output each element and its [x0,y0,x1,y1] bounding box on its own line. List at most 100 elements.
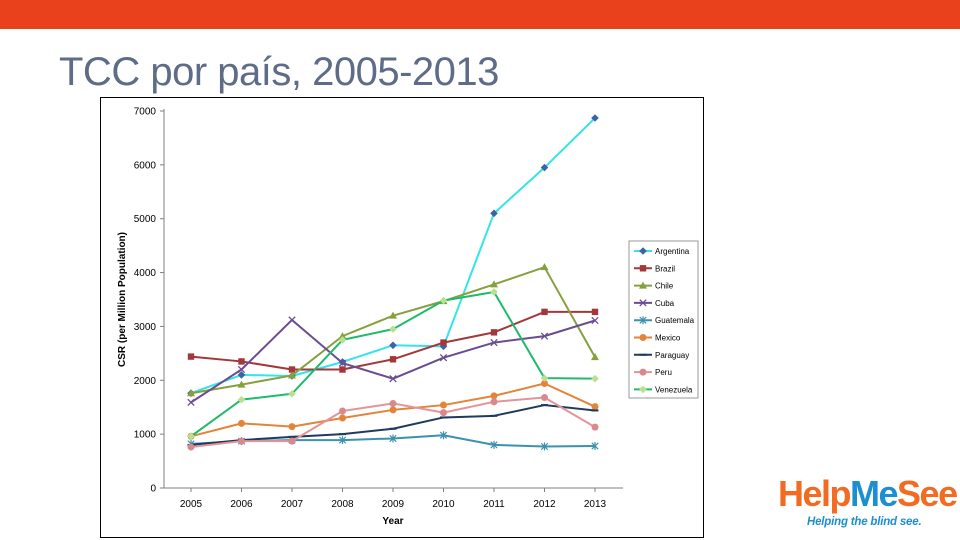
data-point-venezuela [591,374,599,383]
data-point-guatemala [490,440,498,449]
data-point-cuba [237,365,246,374]
legend-label-argentina: Argentina [655,247,690,256]
data-point-peru [440,409,447,417]
legend-label-guatemala: Guatemala [655,316,695,325]
x-tick-label: 2013 [584,499,607,510]
logo-word-help: Help [778,473,852,514]
logo-wordmark: HelpMeSee [778,473,958,514]
chart-frame: 0 1000 2000 3000 4000 5000 6000 7000 2005 2006 200… [100,97,704,538]
data-point-chile [389,311,397,319]
data-point-brazil [541,308,548,316]
data-point-brazil [339,366,346,373]
data-point-venezuela [237,395,246,404]
data-point-brazil [440,339,447,346]
legend-label-cuba: Cuba [655,299,675,308]
data-point-peru [238,437,245,445]
data-point-venezuela [439,296,448,305]
data-point-cuba [490,338,498,347]
data-point-cuba [540,332,549,340]
data-point-venezuela [288,389,296,398]
data-point-peru [288,437,296,445]
data-point-venezuela [389,325,397,333]
x-axis-title: Year [382,516,403,527]
y-tick-label: 7000 [134,107,157,118]
logo-word-me: Me [850,473,899,514]
data-point-cuba [389,375,397,383]
slide-title: TCC por país, 2005-2013 [59,50,499,94]
data-point-guatemala [591,441,599,450]
data-point-chile [591,353,599,361]
series-line-argentina [190,117,596,395]
legend-label-chile: Chile [655,282,674,291]
data-point-chile [237,380,246,388]
data-point-guatemala [338,436,347,445]
data-point-cuba [288,316,296,324]
data-point-brazil [288,366,296,373]
legend-label-venezuela: Venezuela [655,385,693,394]
data-point-mexico [541,380,548,388]
data-point-mexico [591,403,599,411]
x-tick-label: 2007 [281,499,304,510]
data-point-cuba [591,316,599,325]
data-point-cuba [338,359,347,367]
data-point-guatemala [540,442,549,451]
legend-label-peru: Peru [655,368,672,377]
y-tick-label: 6000 [134,160,157,171]
legend-marker-cuba [639,299,647,307]
data-point-chile [288,371,296,379]
logo-word-see: See [897,473,958,514]
data-point-argentina [237,371,246,379]
legend-label-brazil: Brazil [655,264,675,273]
data-point-mexico [389,406,397,414]
data-point-mexico [440,401,447,409]
data-point-peru [389,399,397,407]
legend-label-mexico: Mexico [655,334,681,343]
y-axis-title: CSR (per Million Population) [117,232,128,367]
data-point-cuba [439,354,448,362]
legend-marker-chile [639,281,647,289]
logo-tagline: Helping the blind see. [807,516,922,528]
data-point-peru [187,443,195,451]
data-point-venezuela [187,432,195,441]
data-point-peru [541,394,548,402]
legend-label-paraguay: Paraguay [655,351,689,360]
x-tick-label: 2009 [382,499,405,510]
data-point-chile [540,263,549,271]
y-tick-label: 1000 [134,430,157,441]
data-point-chile [490,280,498,288]
legend-marker-argentina [639,247,647,255]
data-point-peru [339,407,346,415]
legend-marker-guatemala [639,316,647,325]
data-point-guatemala [439,431,448,440]
data-point-chile [338,332,347,340]
data-point-mexico [339,414,346,422]
legend-marker-mexico [639,334,647,341]
data-point-brazil [490,329,498,336]
data-point-mexico [288,423,296,431]
top-accent-bar [0,0,960,29]
line-chart: 0 1000 2000 3000 4000 5000 6000 7000 2005 2006 200… [117,107,699,527]
data-point-guatemala [389,434,397,443]
data-point-chile [187,389,195,397]
legend-marker-brazil [639,265,647,272]
x-tick-label: 2011 [483,499,505,510]
data-point-brazil [389,356,397,363]
legend-marker-peru [639,368,647,376]
data-point-peru [490,398,498,406]
y-tick-label: 0 [150,484,156,495]
data-point-brazil [591,308,599,316]
data-point-venezuela [338,336,347,344]
legend-marker-venezuela [639,385,647,394]
x-tick-label: 2005 [180,499,203,510]
data-point-mexico [238,419,245,427]
y-tick-label: 3000 [134,322,157,333]
data-point-brazil [187,353,195,360]
data-point-argentina [389,341,397,350]
x-tick-label: 2008 [331,499,354,510]
x-tick-label: 2012 [533,499,556,510]
y-tick-label: 2000 [134,376,157,387]
data-point-mexico [490,392,498,400]
helpmesee-logo: HelpMeSee Helping the blind see. [778,474,958,534]
data-point-cuba [187,398,195,407]
x-tick-label: 2010 [432,499,455,510]
